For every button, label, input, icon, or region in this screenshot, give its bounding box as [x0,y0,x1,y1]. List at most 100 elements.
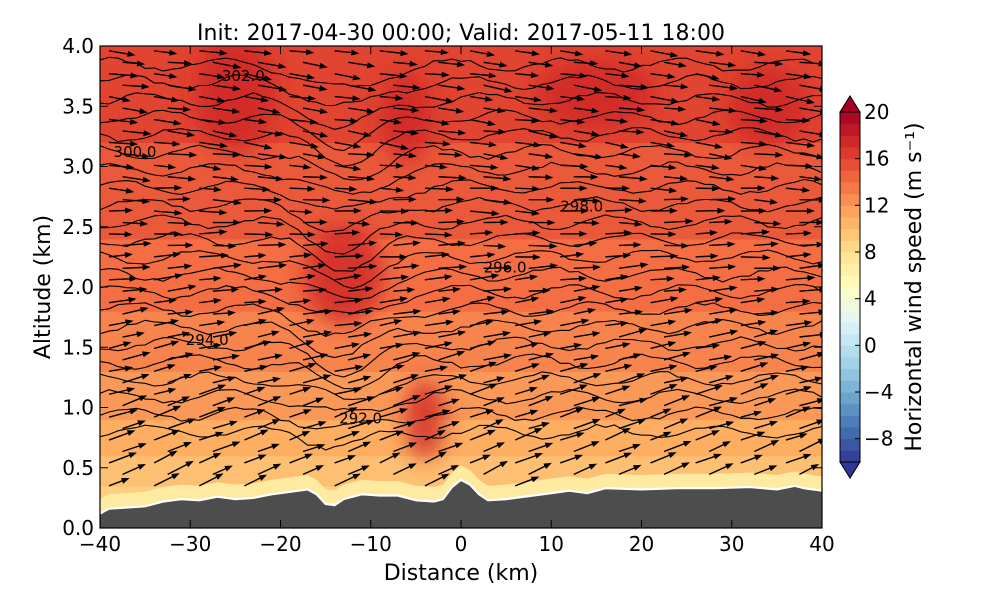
wind-vector [754,60,784,67]
wind-vector [122,286,148,293]
wind-vector [469,383,498,395]
wind-vector [754,465,778,476]
wind-vector [244,49,273,56]
wind-vector [573,107,600,114]
wind-vector [154,95,180,103]
wind-vector [754,198,779,205]
wind-vector [122,153,151,159]
wind-vector [199,95,226,103]
wind-vector [334,95,361,102]
wind-vector [515,50,540,57]
wind-vector [198,473,224,487]
wind-vector [469,409,495,418]
wind-vector [469,95,494,102]
wind-vector [483,198,512,206]
wind-vector [154,209,183,216]
wind-vector [573,373,602,384]
wind-vector [740,50,767,57]
wind-vector [469,72,497,79]
wind-vector [393,60,418,67]
wind-vector [257,463,282,476]
wind-vector [573,197,601,204]
wind-vector [393,287,416,293]
wind-vector [650,231,677,238]
wind-vector [334,207,362,214]
wind-vector [528,396,554,407]
wind-vector [483,128,507,135]
wind-vector [334,431,360,441]
wind-vector [438,240,466,247]
wind-vector [799,398,822,407]
wind-vector [515,254,541,261]
wind-vector [212,130,238,138]
wind-vector [167,151,198,158]
wind-vector [695,430,720,441]
wind-vector [650,384,678,395]
wind-vector [302,308,333,315]
wind-vector [303,174,328,181]
wind-vector [573,441,600,453]
wind-vector [469,141,497,148]
wind-vector [560,407,584,418]
wind-vector [244,386,266,395]
wind-vector [799,464,820,475]
theta-contour [100,249,822,289]
wind-vector [709,175,735,182]
wind-vector [650,73,676,80]
wind-vector [754,130,784,138]
wind-vector [212,330,238,338]
theta-contour [100,178,822,210]
wind-vector [483,61,508,68]
wind-vector [199,118,227,126]
wind-vector [348,220,371,227]
wind-vector [167,106,192,113]
wind-vector [785,275,816,281]
wind-vector [167,442,192,453]
wind-vector [528,462,552,476]
wind-vector [167,130,196,138]
wind-vector [122,420,146,430]
wind-vector [334,117,359,124]
wind-vector [257,262,288,270]
wind-vector [438,286,461,293]
colorbar-segment [840,450,860,463]
wind-vector [167,242,194,249]
wind-vector [618,197,647,204]
wind-vector [334,73,361,81]
wind-vector [650,253,679,260]
wind-vector [302,107,329,114]
wind-vector [469,361,497,373]
wind-vector [709,329,739,338]
wind-vector [289,318,315,327]
wind-vector [469,252,496,258]
wind-vector [289,118,319,125]
wind-vector [740,276,766,282]
wind-vector [663,61,687,68]
wind-vector [438,398,460,407]
wind-vector [348,151,375,158]
wind-vector [348,175,375,182]
wind-vector [469,340,496,350]
wind-vector [167,396,191,407]
wind-vector [334,186,358,192]
wind-vector [528,130,558,139]
wind-vector [605,320,629,327]
wind-vector [302,421,327,430]
y-tick-label: 2.0 [62,275,94,299]
theta-contour [100,336,822,378]
wind-vector [154,251,182,258]
wind-vector [167,418,196,430]
wind-vector [438,84,466,91]
colorbar-segment [840,427,860,440]
wind-vector [664,106,687,112]
wind-vector [695,185,720,192]
x-tick-label: 0 [455,532,468,556]
wind-vector [754,374,779,384]
wind-vector [347,441,372,453]
wind-vector [514,428,543,441]
wind-vector [122,443,147,453]
wind-vector [515,319,543,327]
wind-vector [754,84,783,93]
x-tick-label: −20 [259,532,301,556]
wind-vector [740,454,763,464]
